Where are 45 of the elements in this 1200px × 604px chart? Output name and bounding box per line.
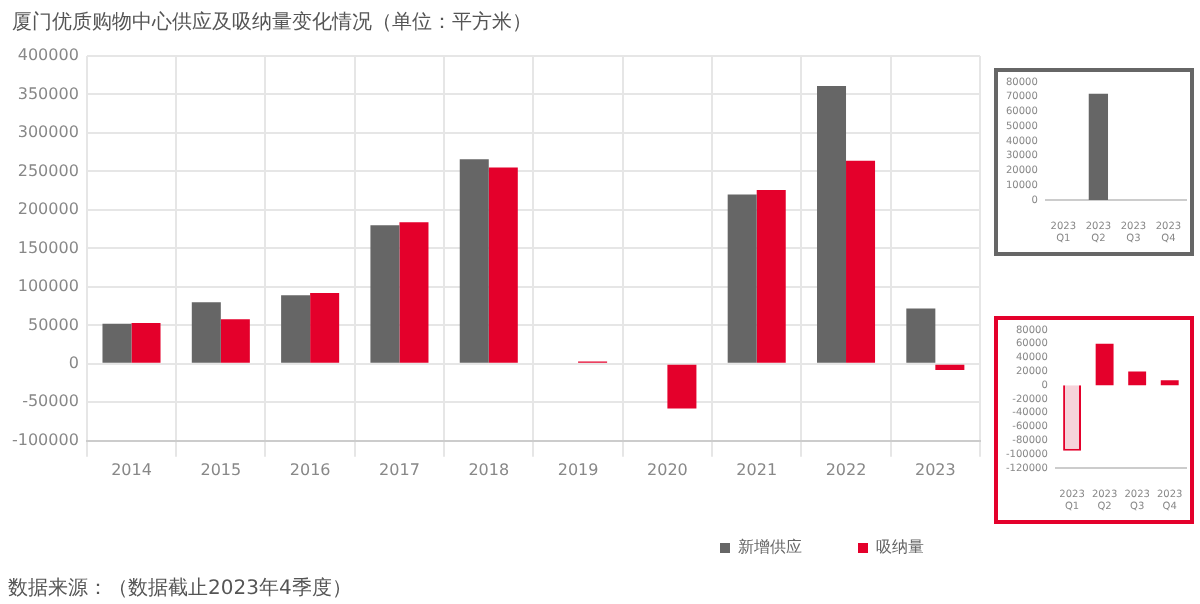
bar xyxy=(935,364,965,370)
bar xyxy=(1128,371,1147,386)
y-tick-label: 150000 xyxy=(17,238,79,257)
y-tick-label: 350000 xyxy=(17,84,79,103)
bar xyxy=(1160,380,1179,386)
x-tick-label: 2022 xyxy=(825,460,867,479)
x-tick-label: 2016 xyxy=(289,460,331,479)
x-tick-label: 2023 xyxy=(914,460,956,479)
x-tick-label: 2020 xyxy=(647,460,688,479)
bar xyxy=(1095,343,1114,386)
legend-label: 吸纳量 xyxy=(876,538,924,557)
y-tick-label: 0 xyxy=(68,354,79,372)
bar xyxy=(846,160,876,363)
bar xyxy=(488,167,518,363)
y-tick-label: 250000 xyxy=(17,161,79,180)
x-tick-label: 2021 xyxy=(736,460,778,479)
bar xyxy=(281,295,311,363)
y-tick-label: -50000 xyxy=(22,392,79,411)
x-tick-label: 2014 xyxy=(111,460,152,479)
y-tick-label: 100000 xyxy=(17,277,79,296)
legend-label: 新增供应 xyxy=(738,538,802,557)
bar xyxy=(906,308,936,363)
bar xyxy=(370,225,400,363)
source-note: 数据来源：（数据截止2023年4季度） xyxy=(8,575,352,602)
bar xyxy=(131,323,161,363)
y-tick-label: 300000 xyxy=(17,123,79,142)
bar xyxy=(756,189,786,363)
bar xyxy=(399,222,429,363)
bar xyxy=(310,293,340,363)
x-tick-label: 2017 xyxy=(379,460,420,479)
y-tick-label: 50000 xyxy=(27,315,79,334)
bar xyxy=(191,302,221,363)
chart-title: 厦门优质购物中心供应及吸纳量变化情况（单位：平方米） xyxy=(12,9,532,36)
y-tick-label: 200000 xyxy=(17,200,79,219)
x-tick-label: 2019 xyxy=(557,460,599,479)
x-tick-label: 2015 xyxy=(200,460,242,479)
bar xyxy=(220,319,250,363)
bar xyxy=(727,194,757,363)
bar xyxy=(667,364,697,409)
bar xyxy=(459,159,489,363)
x-tick-label: 2018 xyxy=(468,460,510,479)
bar xyxy=(817,86,847,363)
y-tick-label: 400000 xyxy=(17,46,79,65)
y-tick-label: -100000 xyxy=(11,430,79,449)
bar xyxy=(102,323,132,363)
